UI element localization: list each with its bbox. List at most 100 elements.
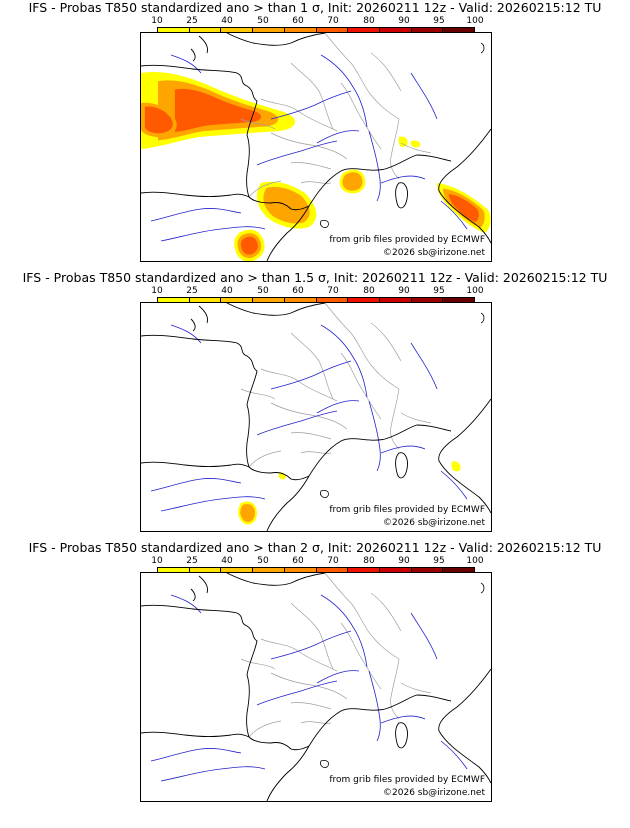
- coastline: [308, 424, 452, 477]
- coastline: [248, 736, 310, 751]
- probability-contour: [451, 461, 461, 472]
- region-border: [340, 622, 382, 690]
- colorbar-tick-label: 25: [186, 556, 198, 566]
- coastline: [141, 334, 258, 468]
- colorbar-segment: [189, 568, 222, 575]
- region-border: [248, 450, 282, 468]
- river: [368, 130, 381, 202]
- coastline: [248, 466, 310, 481]
- probability-contour: [174, 88, 262, 133]
- colorbar-tick-label: 80: [363, 286, 375, 296]
- coastline: [266, 475, 310, 531]
- coastline: [480, 312, 485, 324]
- region-border: [324, 573, 400, 660]
- river: [150, 478, 242, 492]
- region-border: [400, 682, 432, 694]
- river: [160, 496, 266, 512]
- colorbar-tick-label: 100: [466, 16, 484, 26]
- probability-contour: [240, 236, 258, 255]
- river: [160, 226, 266, 242]
- region-border: [324, 33, 400, 120]
- colorbar-tick-label: 10: [151, 556, 163, 566]
- colorbar-segment: [284, 28, 317, 35]
- colorbar-tick-label: 60: [292, 286, 304, 296]
- coastline: [141, 191, 250, 198]
- river: [368, 400, 381, 472]
- river: [440, 200, 468, 230]
- coastline: [198, 35, 208, 54]
- colorbar-tick-label: 40: [221, 16, 233, 26]
- river: [270, 360, 352, 390]
- colorbar-segment: [221, 568, 254, 575]
- colorbar-tick-label: 50: [257, 286, 269, 296]
- copyright-credit: ©2026 sb@irizone.net: [383, 518, 485, 529]
- region-border: [290, 602, 334, 670]
- region-border: [270, 672, 348, 700]
- region-border: [270, 402, 348, 430]
- colorbar-segment: [253, 28, 285, 35]
- probability-area: [342, 172, 363, 191]
- region-border: [260, 638, 338, 672]
- river: [380, 175, 426, 184]
- river: [256, 680, 338, 706]
- river: [380, 715, 426, 724]
- coastline: [226, 33, 326, 46]
- region-border: [240, 388, 276, 400]
- map-panel-1: IFS - Probas T850 standardized ano > tha…: [0, 0, 630, 272]
- source-credit: from grib files provided by ECMWF: [329, 235, 485, 246]
- island-coastline: [320, 220, 329, 228]
- river: [410, 342, 438, 390]
- corsica-coastline: [395, 722, 408, 749]
- river: [316, 670, 360, 684]
- coastline: [198, 305, 208, 324]
- probability-area: [451, 461, 461, 472]
- source-credit: from grib files provided by ECMWF: [329, 775, 485, 786]
- colorbar-segment: [443, 568, 475, 575]
- coastline: [198, 575, 208, 594]
- river: [256, 140, 338, 166]
- river: [320, 54, 368, 128]
- colorbar-tick-label: 25: [186, 16, 198, 26]
- colorbar-tick-label: 10: [151, 286, 163, 296]
- map-panel-2: IFS - Probas T850 standardized ano > tha…: [0, 270, 630, 542]
- region-border: [340, 352, 382, 420]
- region-border: [290, 432, 332, 440]
- river: [320, 324, 368, 398]
- colorbar-tick-label: 60: [292, 556, 304, 566]
- source-credit: from grib files provided by ECMWF: [329, 505, 485, 516]
- colorbar-tick-label: 70: [327, 16, 339, 26]
- river: [170, 54, 202, 74]
- colorbar-segment: [316, 568, 349, 575]
- region-border: [290, 332, 334, 400]
- river: [150, 748, 242, 762]
- region-border: [300, 181, 332, 184]
- probability-area: [410, 140, 421, 148]
- colorbar-segment: [284, 298, 317, 305]
- region-border: [290, 702, 332, 710]
- panel-title: IFS - Probas T850 standardized ano > tha…: [28, 0, 602, 15]
- coastline: [438, 668, 491, 732]
- colorbar-segment: [316, 28, 349, 35]
- colorbar-tick-label: 60: [292, 16, 304, 26]
- coastline: [438, 128, 491, 192]
- coastline: [141, 604, 258, 738]
- colorbar-segment: [158, 298, 190, 305]
- colorbar-tick-label: 90: [398, 16, 410, 26]
- colorbar-segment: [443, 298, 475, 305]
- colorbar-segment: [411, 298, 444, 305]
- copyright-credit: ©2026 sb@irizone.net: [383, 248, 485, 259]
- probability-contour: [342, 172, 363, 191]
- region-border: [260, 98, 338, 132]
- river: [368, 670, 381, 742]
- colorbar-tick-label: 40: [221, 556, 233, 566]
- probability-contour: [410, 140, 421, 148]
- region-border: [324, 303, 400, 390]
- region-border: [300, 451, 332, 454]
- colorbar-segment: [348, 298, 380, 305]
- coastline: [438, 730, 491, 784]
- colorbar-segment: [253, 568, 285, 575]
- colorbar-tick-label: 90: [398, 286, 410, 296]
- map-frame: from grib files provided by ECMWF ©2026 …: [140, 572, 492, 802]
- coastline: [226, 573, 326, 586]
- colorbar-ticks: 10 25 40 50 60 70 80 90 95 100: [151, 286, 483, 298]
